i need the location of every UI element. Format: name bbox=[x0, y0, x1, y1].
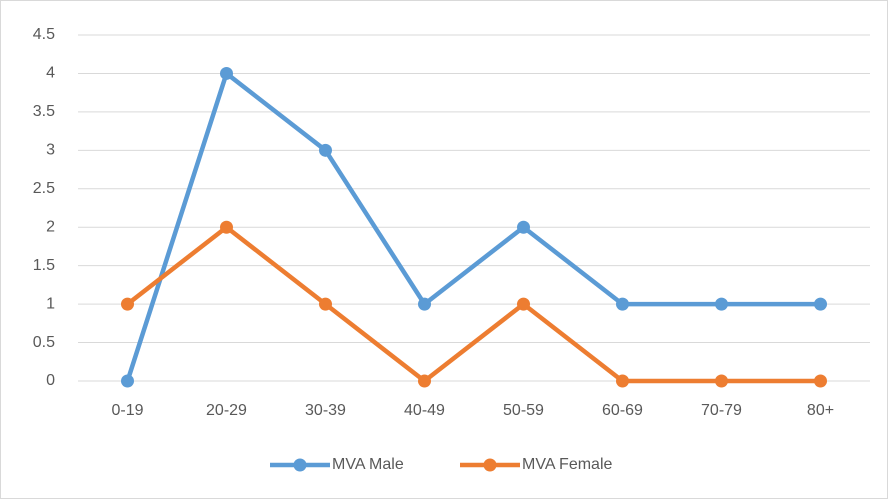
x-tick-label: 30-39 bbox=[305, 402, 346, 419]
y-tick-label: 4 bbox=[46, 65, 55, 82]
series-line bbox=[126, 224, 821, 384]
y-tick-label: 3.5 bbox=[33, 103, 55, 120]
point bbox=[616, 374, 629, 388]
point bbox=[517, 220, 530, 234]
point bbox=[220, 66, 233, 80]
point bbox=[715, 374, 728, 388]
point bbox=[418, 297, 431, 311]
series-line bbox=[125, 71, 821, 382]
legend-marker bbox=[293, 458, 307, 472]
point bbox=[814, 374, 827, 388]
x-tick-label: 60-69 bbox=[602, 402, 643, 419]
y-tick-label: 1 bbox=[46, 295, 55, 312]
legend-label: MVA Female bbox=[522, 456, 613, 473]
y-tick-label: 1.5 bbox=[33, 257, 55, 274]
point bbox=[517, 297, 530, 311]
y-tick-label: 0.5 bbox=[33, 334, 55, 351]
x-tick-label: 70-79 bbox=[701, 402, 742, 419]
x-tick-label: 20-29 bbox=[206, 402, 247, 419]
point bbox=[715, 297, 728, 311]
point bbox=[616, 297, 629, 311]
point bbox=[418, 374, 431, 388]
point bbox=[814, 297, 827, 311]
y-tick-label: 3 bbox=[46, 142, 55, 159]
x-tick-label: 80+ bbox=[807, 402, 834, 419]
y-tick-label: 0 bbox=[46, 372, 55, 389]
x-tick-label: 50-59 bbox=[503, 402, 544, 419]
point bbox=[121, 374, 134, 388]
y-tick-label: 2.5 bbox=[33, 180, 55, 197]
x-tick-label: 0-19 bbox=[111, 402, 143, 419]
x-tick-label: 40-49 bbox=[404, 402, 445, 419]
point bbox=[121, 297, 134, 311]
y-tick-label: 4.5 bbox=[33, 26, 55, 43]
point bbox=[319, 143, 332, 157]
legend-marker bbox=[483, 458, 497, 472]
point bbox=[319, 297, 332, 311]
legend-label: MVA Male bbox=[332, 456, 404, 473]
y-tick-label: 2 bbox=[46, 218, 55, 235]
point bbox=[220, 220, 233, 234]
